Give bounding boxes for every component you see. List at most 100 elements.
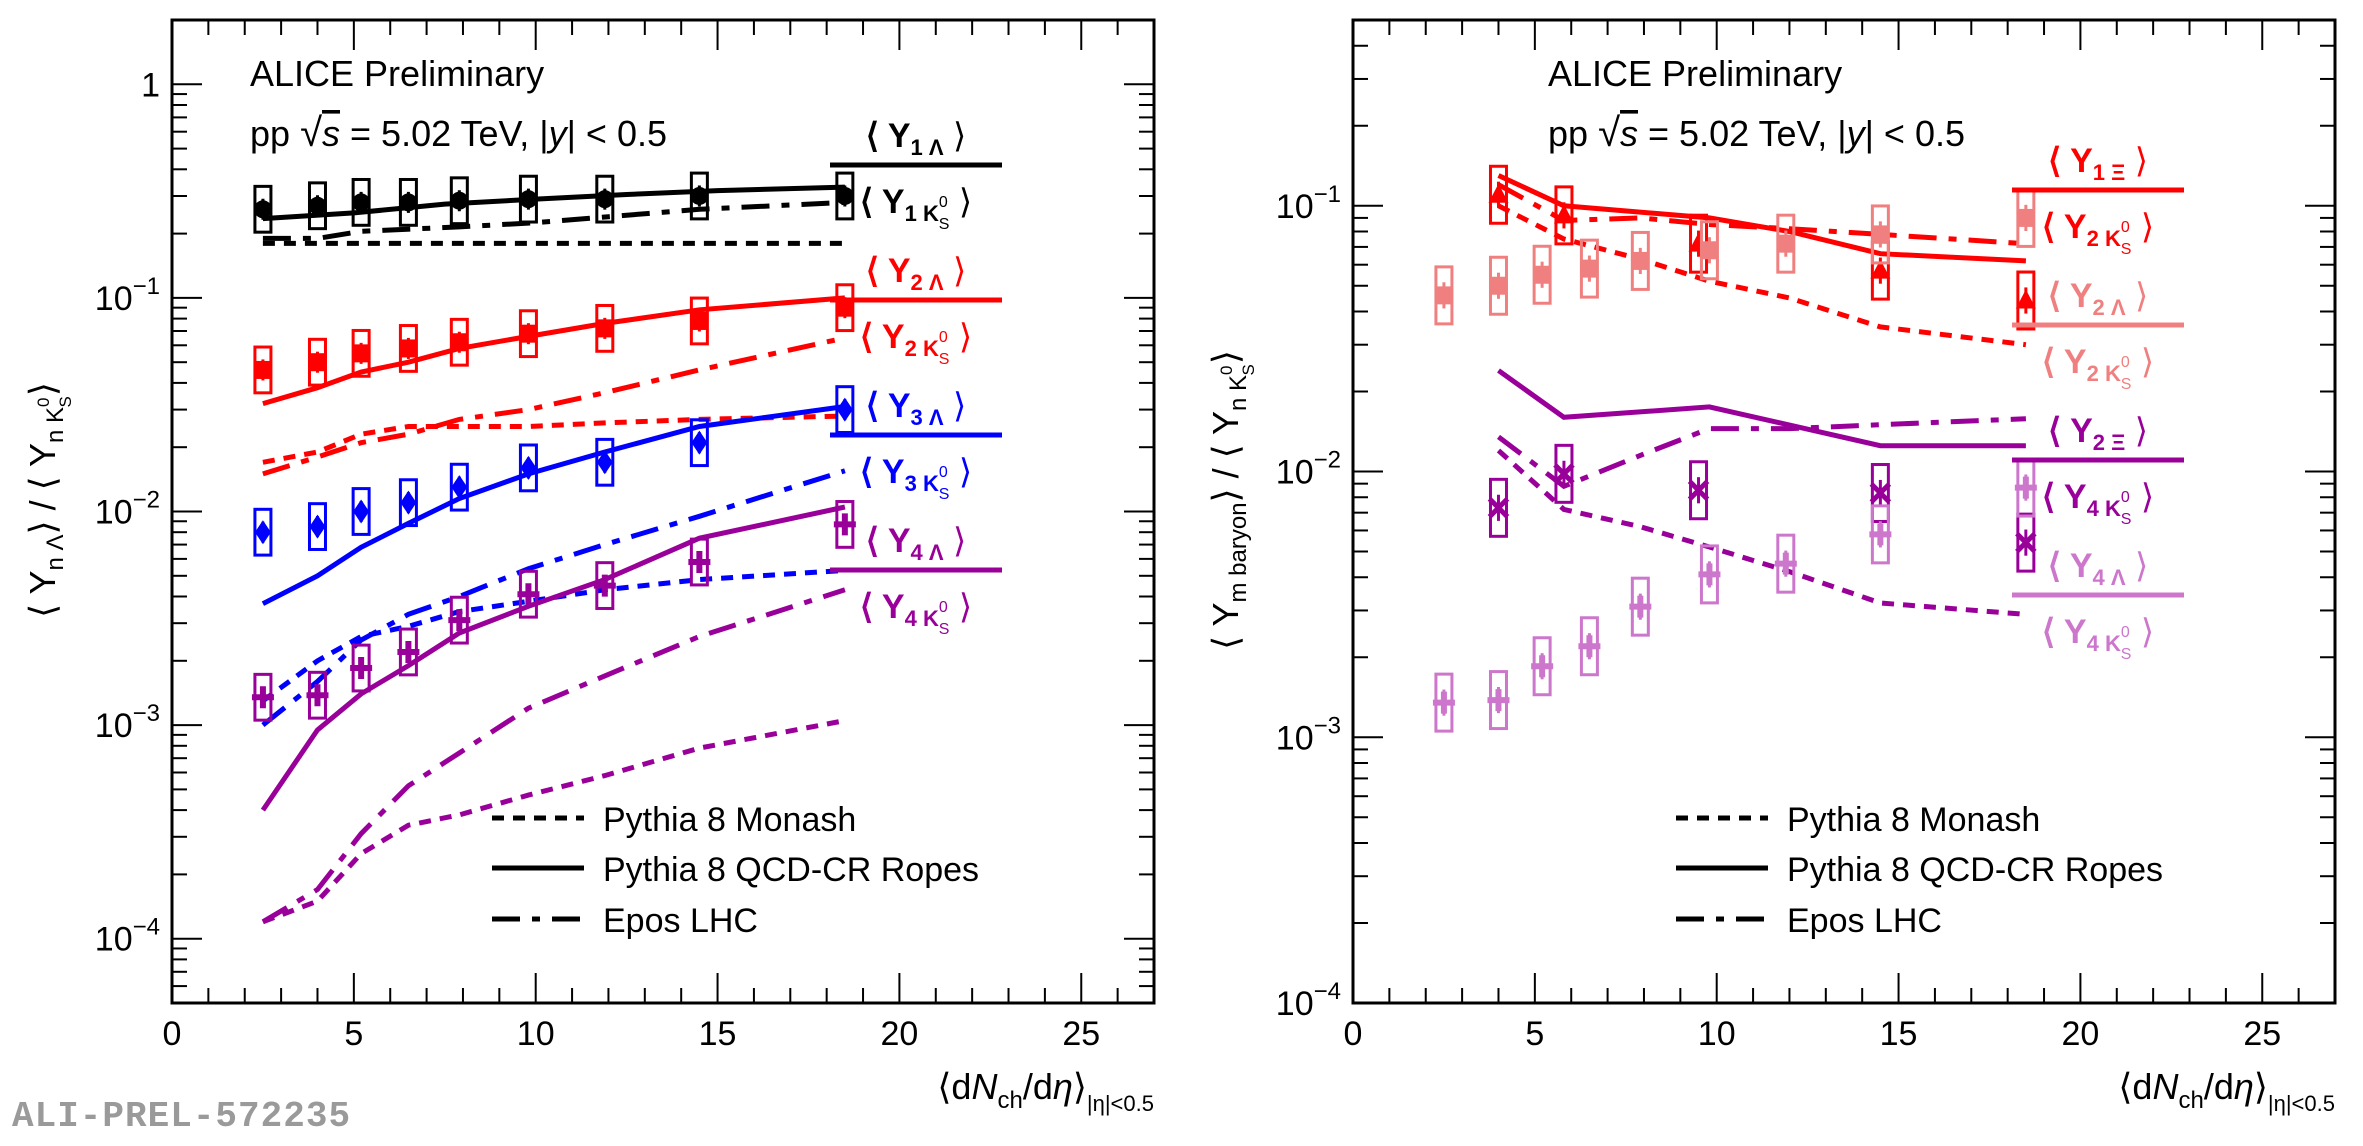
model-curve-epos: [1497, 182, 2027, 247]
data-point: [595, 190, 614, 209]
syst-error-box: [2016, 512, 2036, 573]
data-point: [1871, 225, 1890, 244]
ratio-numerator: ⟨ Y2 Ξ ⟩: [2048, 412, 2148, 455]
data-point: [1869, 523, 1892, 546]
model-curve-monash: [261, 567, 846, 703]
model-curve-epos: [261, 587, 846, 924]
y-tick-label: 10−3: [1276, 712, 1341, 757]
watermark-label: ALI-PREL-572235: [12, 1096, 352, 1137]
data-point: [308, 196, 327, 215]
x-tick-label: 15: [1880, 1015, 1918, 1053]
x-tick-label: 25: [1062, 1015, 1100, 1053]
syst-error-box: [2016, 270, 2036, 331]
ratio-denominator: ⟨ Y2 K0 S ⟩: [2042, 343, 2154, 393]
left-x-tick-labels: 0 5 10 15 20 25: [163, 1015, 1101, 1053]
x-tick-label: 15: [699, 1015, 737, 1053]
data-point: [2016, 208, 2035, 227]
ratio-denominator: ⟨ Y1 K0 S ⟩: [860, 183, 972, 233]
data-point: [1488, 183, 1509, 203]
right-subtitle: pp √s = 5.02 TeV, |y| < 0.5: [1548, 111, 1965, 155]
data-point: [690, 186, 709, 205]
data-point: [450, 191, 469, 210]
left-y-axis-label: ⟨ Yn Λ⟩ / ⟨ Yn K0 S⟩: [22, 382, 75, 618]
data-point: [688, 551, 711, 574]
x-tick-label: 0: [1344, 1015, 1363, 1053]
right-title: ALICE Preliminary: [1548, 53, 1842, 94]
left-axis-ticks: [171, 19, 1155, 1004]
model-curve-epos: [1496, 416, 2027, 490]
data-point: [1869, 482, 1892, 504]
data-point: [1629, 595, 1652, 618]
data-point: [595, 319, 614, 338]
data-point: [399, 339, 418, 358]
data-point: [1533, 265, 1552, 284]
syst-error-box: [1488, 477, 1508, 538]
right-data-points: [1432, 164, 2037, 733]
data-point: [2014, 476, 2037, 499]
right-y-tick-labels: 10−4 10−3 10−2 10−1: [1276, 181, 1341, 1023]
syst-error-box: [1554, 185, 1574, 246]
legend-monash-label: Pythia 8 Monash: [603, 801, 856, 839]
data-point: [253, 360, 272, 379]
data-point: [1553, 463, 1575, 485]
model-curve-ropes: [262, 295, 846, 407]
legend-epos-label: Epos LHC: [603, 902, 758, 940]
y-tick-label: 10−4: [1276, 978, 1341, 1023]
x-tick-label: 5: [344, 1015, 363, 1053]
data-point: [1531, 655, 1554, 678]
x-tick-label: 5: [1525, 1015, 1544, 1053]
data-point: [352, 193, 371, 212]
left-data-points: [251, 171, 856, 722]
data-point: [1432, 691, 1455, 714]
data-point: [2015, 289, 2036, 309]
data-point: [1487, 497, 1510, 519]
left-y-tick-labels: 10−4 10−3 10−2 10−1 1: [95, 66, 160, 958]
model-curve-monash: [1496, 448, 2027, 617]
data-point: [306, 684, 329, 707]
x-tick-label: 20: [2061, 1015, 2099, 1053]
ratio-denominator: ⟨ Y3 K0 S ⟩: [860, 453, 972, 503]
left-panel: 10−4 10−3 10−2 10−1 1 0 5 10 15 20 25 ALICE Preli…: [22, 18, 1156, 1116]
ratio-numerator: ⟨ Y4 Λ ⟩: [866, 522, 967, 565]
left-subtitle: pp √s = 5.02 TeV, |y| < 0.5: [250, 111, 667, 155]
data-point: [517, 583, 540, 606]
y-tick-label: 10−3: [95, 700, 160, 745]
left-title: ALICE Preliminary: [250, 53, 544, 94]
data-point: [835, 186, 854, 205]
data-point: [448, 609, 471, 632]
ratio-numerator: ⟨ Y2 Λ ⟩: [2048, 277, 2149, 320]
right-axis-ticks: [1352, 19, 2336, 1004]
data-point: [519, 324, 538, 343]
right-legend: Pythia 8 Monash Pythia 8 QCD-CR Ropes Ep…: [1676, 801, 2163, 940]
y-tick-label: 10−2: [95, 487, 160, 532]
legend-ropes-label: Pythia 8 QCD-CR Ropes: [603, 851, 979, 889]
ratio-numerator: ⟨ Y1 Λ ⟩: [866, 117, 967, 160]
ratio-denominator: ⟨ Y4 K0 S ⟩: [2042, 478, 2154, 528]
ratio-numerator: ⟨ Y4 Λ ⟩: [2048, 547, 2149, 590]
x-tick-label: 10: [1698, 1015, 1736, 1053]
syst-error-box: [398, 478, 418, 528]
model-curve-monash: [262, 718, 846, 925]
data-point: [835, 298, 854, 317]
data-point: [253, 200, 272, 219]
model-curve-ropes: [1497, 173, 2027, 264]
data-point: [596, 450, 613, 475]
right-panel: 10−4 10−3 10−2 10−1 0 5 10 15 20 25 ALICE Prelim…: [1205, 18, 2337, 1116]
y-tick-label: 10−4: [95, 914, 160, 959]
data-point: [1489, 276, 1508, 295]
data-point: [353, 499, 370, 524]
right-plot-frame: [1351, 18, 2337, 1005]
x-tick-label: 0: [163, 1015, 182, 1053]
data-point: [593, 574, 616, 597]
data-point: [1434, 286, 1453, 305]
data-point: [450, 333, 469, 352]
model-curve-ropes: [1497, 368, 2026, 449]
data-point: [691, 430, 708, 455]
right-y-axis-label: ⟨ Ym baryon⟩ / ⟨ Yn K0 S⟩: [1205, 350, 1258, 650]
model-curve-epos: [262, 335, 846, 477]
data-point: [1580, 259, 1599, 278]
right-model-curves: [1496, 173, 2027, 617]
x-tick-label: 25: [2243, 1015, 2281, 1053]
data-point: [1687, 479, 1710, 502]
